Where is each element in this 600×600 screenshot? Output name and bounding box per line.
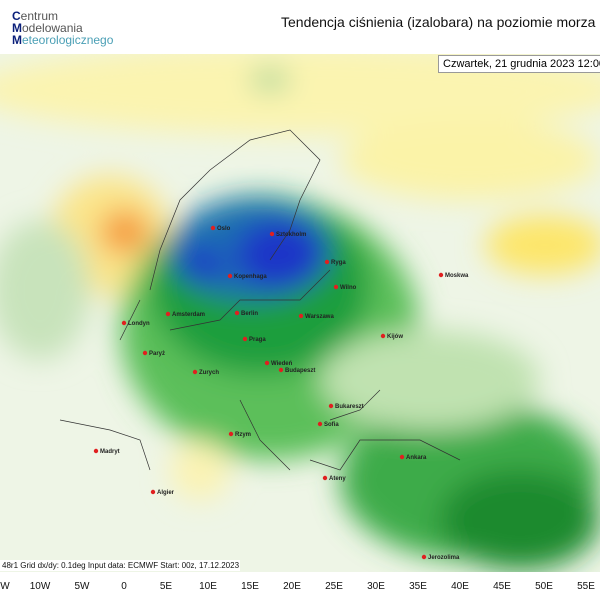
pressure-field	[0, 54, 600, 572]
city-label: Kijów	[387, 334, 403, 340]
city-label: Sztokholm	[276, 232, 306, 238]
city-dot	[142, 350, 148, 356]
city-label: Wiedeń	[271, 361, 293, 367]
city-label: Madryt	[100, 449, 120, 455]
longitude-label: 10W	[30, 581, 51, 592]
city-dot	[399, 454, 405, 460]
city-label: Zurych	[199, 370, 219, 376]
longitude-label: 5E	[160, 581, 173, 592]
city-dot	[210, 225, 216, 231]
city-label: Oslo	[217, 226, 231, 232]
city-dot	[93, 448, 99, 454]
longitude-label: 20E	[283, 581, 301, 592]
city-dot	[317, 421, 323, 427]
logo-line: Centrum	[12, 9, 59, 23]
longitude-label: 15E	[241, 581, 259, 592]
city-dot	[269, 231, 275, 237]
city-dot	[165, 311, 171, 317]
city-label: Sofia	[324, 422, 339, 428]
city-dot	[333, 284, 339, 290]
longitude-label: W	[0, 581, 10, 592]
city-dot	[438, 272, 444, 278]
longitude-label: 0	[121, 581, 127, 592]
footer-bg	[0, 560, 240, 571]
city-dot	[421, 554, 427, 560]
longitude-label: 10E	[199, 581, 217, 592]
city-label: Praga	[249, 337, 266, 343]
city-label: Jerozolima	[428, 555, 460, 561]
title: Tendencja ciśnienia (izalobara) na pozio…	[281, 14, 600, 30]
longitude-label: 40E	[451, 581, 469, 592]
city-dot	[121, 320, 127, 326]
city-dot	[242, 336, 248, 342]
city-dot	[227, 273, 233, 279]
city-dot	[328, 403, 334, 409]
logo: Centrum Modelowania Meteorologicznego	[12, 10, 113, 46]
city-dot	[264, 360, 270, 366]
city-label: Kopenhaga	[234, 274, 267, 280]
city-label: Berlin	[241, 311, 258, 317]
city-label: Rzym	[235, 432, 251, 438]
city-dot	[192, 369, 198, 375]
city-dot	[150, 489, 156, 495]
longitude-label: 25E	[325, 581, 343, 592]
city-label: Ateny	[329, 476, 346, 482]
date: Czwartek, 21 grudnia 2023 12:00	[438, 55, 600, 73]
city-label: Londyn	[128, 321, 150, 327]
city-label: Moskwa	[445, 273, 469, 279]
city-dot	[228, 431, 234, 437]
city-dot	[234, 310, 240, 316]
city-label: Amsterdam	[172, 312, 205, 318]
longitude-label: 45E	[493, 581, 511, 592]
city-dot	[278, 367, 284, 373]
coastline	[59, 129, 461, 471]
city-label: Ryga	[331, 260, 346, 266]
footer: 48r1 Grid dx/dy: 0.1deg Input data: ECMW…	[2, 561, 240, 570]
city-label: Budapeszt	[285, 368, 315, 374]
longitude-label: 50E	[535, 581, 553, 592]
logo-line: Meteorologicznego	[12, 33, 114, 47]
city-dot	[298, 313, 304, 319]
longitude-label: 55E	[577, 581, 595, 592]
longitude-label: 5W	[75, 581, 91, 592]
longitude-label: 30E	[367, 581, 385, 592]
city-dot	[380, 333, 386, 339]
city-label: Warszawa	[305, 314, 334, 320]
city-label: Ankara	[406, 455, 427, 461]
city-label: Paryż	[149, 351, 165, 357]
logo-line: Modelowania	[12, 21, 83, 35]
city-label: Bukareszt	[335, 404, 364, 410]
city-dot	[324, 259, 330, 265]
city-dot	[322, 475, 328, 481]
city-label: Wilno	[340, 285, 357, 291]
city-label: Algier	[157, 490, 175, 496]
longitude-label: 35E	[409, 581, 427, 592]
